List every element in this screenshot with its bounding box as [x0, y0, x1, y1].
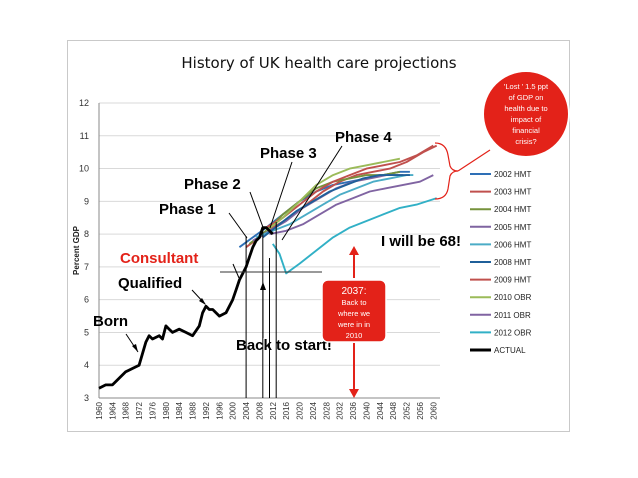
label-phase-4: Phase 4	[335, 129, 392, 146]
x-tick-label-2060: 2060	[429, 401, 438, 419]
legend-label-8: 2011 OBR	[494, 311, 531, 320]
x-tick-label-2004: 2004	[242, 401, 251, 419]
series-lines	[98, 144, 438, 390]
x-tick-label-2012: 2012	[269, 401, 278, 419]
series-line-2011-obr	[269, 174, 434, 236]
box-2037-line-2: where we	[337, 309, 370, 318]
box-2037-line-4: 2010	[346, 331, 363, 340]
x-tick-label-1988: 1988	[189, 401, 198, 419]
y-tick-label-5: 5	[84, 327, 89, 337]
y-tick-label-7: 7	[84, 262, 89, 272]
arrowhead-2037-up	[349, 246, 359, 255]
legend-label-2: 2004 HMT	[494, 205, 531, 214]
x-tick-label-2008: 2008	[255, 401, 264, 419]
label-phase-2: Phase 2	[184, 176, 241, 193]
bracket	[434, 142, 459, 200]
box-2037-line-3: were in in	[337, 320, 370, 329]
x-tick-label-1976: 1976	[148, 401, 157, 419]
arrowhead-back-to-start	[260, 282, 266, 290]
x-tick-label-2000: 2000	[229, 401, 238, 419]
chart-frame	[67, 40, 570, 432]
bracket-connector	[457, 149, 491, 172]
x-tick-label-2040: 2040	[362, 401, 371, 419]
legend-label-1: 2003 HMT	[494, 188, 531, 197]
x-tick-label-2048: 2048	[389, 401, 398, 419]
series-line-2010-obr	[265, 157, 401, 232]
legend-label-5: 2008 HMT	[494, 258, 531, 267]
x-tick-label-1968: 1968	[122, 401, 131, 419]
series-line-2009-hmt	[265, 144, 434, 229]
x-tick-label-2052: 2052	[403, 401, 412, 419]
arrow-phase-4	[281, 145, 343, 241]
y-tick-label-12: 12	[79, 98, 89, 108]
series-line-2003-hmt	[245, 144, 438, 248]
arrowhead-qualified	[199, 298, 206, 305]
series-line-actual	[98, 226, 274, 390]
y-tick-label-8: 8	[84, 229, 89, 239]
chart-title: History of UK health care projections	[181, 54, 457, 72]
series-line-2008-hmt	[262, 174, 410, 239]
label-i-will-be-68: I will be 68!	[381, 233, 461, 250]
box-2037-line-0: 2037:	[341, 286, 366, 297]
y-tick-label-10: 10	[79, 164, 89, 174]
x-tick-label-2028: 2028	[322, 401, 331, 419]
x-tick-label-2020: 2020	[296, 401, 305, 419]
legend-label-7: 2010 OBR	[494, 293, 532, 302]
box-2037-line-1: Back to	[341, 298, 366, 307]
annotations: Born Qualified Consultant Phase 1 Phase 2 Pha…	[93, 70, 570, 398]
arrowhead-born	[132, 344, 138, 352]
legend-label-3: 2005 HMT	[494, 223, 531, 232]
crisis-note-line-4: financial	[512, 126, 540, 135]
x-tick-label-1984: 1984	[175, 401, 184, 419]
y-axis-label: Percent GDP	[72, 225, 81, 275]
arrow-phase-3	[269, 161, 293, 229]
crisis-note-line-3: impact of	[511, 115, 542, 124]
legend-label-6: 2009 HMT	[494, 276, 531, 285]
series-line-2006-hmt	[255, 174, 414, 239]
x-tick-label-1980: 1980	[162, 401, 171, 419]
legend-label-0: 2002 HMT	[494, 170, 531, 179]
x-tick-label-1996: 1996	[215, 401, 224, 419]
y-tick-label-9: 9	[84, 196, 89, 206]
series-line-2012-obr	[272, 197, 437, 275]
crisis-note-circle	[482, 70, 570, 158]
x-tick-label-2016: 2016	[282, 401, 291, 419]
tick-labels: 3 4 5 6 7 8 9 10 11 12 1960 1964 1968 1972 1976 1980 198…	[79, 98, 438, 420]
label-phase-3: Phase 3	[260, 145, 317, 162]
x-tick-label-1960: 1960	[95, 401, 104, 419]
y-tick-label-6: 6	[84, 295, 89, 305]
arrow-consultant	[232, 263, 240, 279]
label-qualified: Qualified	[118, 275, 182, 292]
arrowhead-2037	[349, 389, 359, 398]
x-tick-label-2044: 2044	[376, 401, 385, 419]
box-2037	[321, 279, 387, 343]
arrow-phase-1	[228, 212, 248, 239]
legend-label-10: ACTUAL	[494, 346, 526, 355]
arrow-phase-2	[249, 191, 265, 231]
crisis-note-line-2: health due to	[504, 104, 547, 113]
x-tick-label-2032: 2032	[336, 401, 345, 419]
x-tick-label-1964: 1964	[108, 401, 117, 419]
x-tick-label-2024: 2024	[309, 401, 318, 419]
label-back-to-start: Back to start!	[236, 337, 332, 354]
y-tick-label-11: 11	[80, 131, 89, 141]
legend-label-9: 2012 OBR	[494, 328, 532, 337]
label-consultant: Consultant	[120, 250, 198, 267]
crisis-note-line-1: of GDP on	[509, 93, 544, 102]
crisis-note-line-5: crisis?	[515, 137, 536, 146]
legend-label-4: 2006 HMT	[494, 240, 531, 249]
label-born: Born	[93, 313, 128, 330]
x-tick-label-1992: 1992	[202, 401, 211, 419]
legend: 2002 HMT 2003 HMT 2004 HMT 2005 HMT 2006 HMT…	[470, 170, 532, 355]
crisis-note-line-0: 'Lost ' 1.5 ppt	[504, 82, 549, 91]
x-tick-label-2056: 2056	[416, 401, 425, 419]
x-tick-label-1972: 1972	[135, 401, 144, 419]
y-tick-label-4: 4	[84, 360, 89, 370]
label-phase-1: Phase 1	[159, 201, 216, 218]
y-tick-label-3: 3	[84, 393, 89, 403]
x-tick-label-2036: 2036	[349, 401, 358, 419]
